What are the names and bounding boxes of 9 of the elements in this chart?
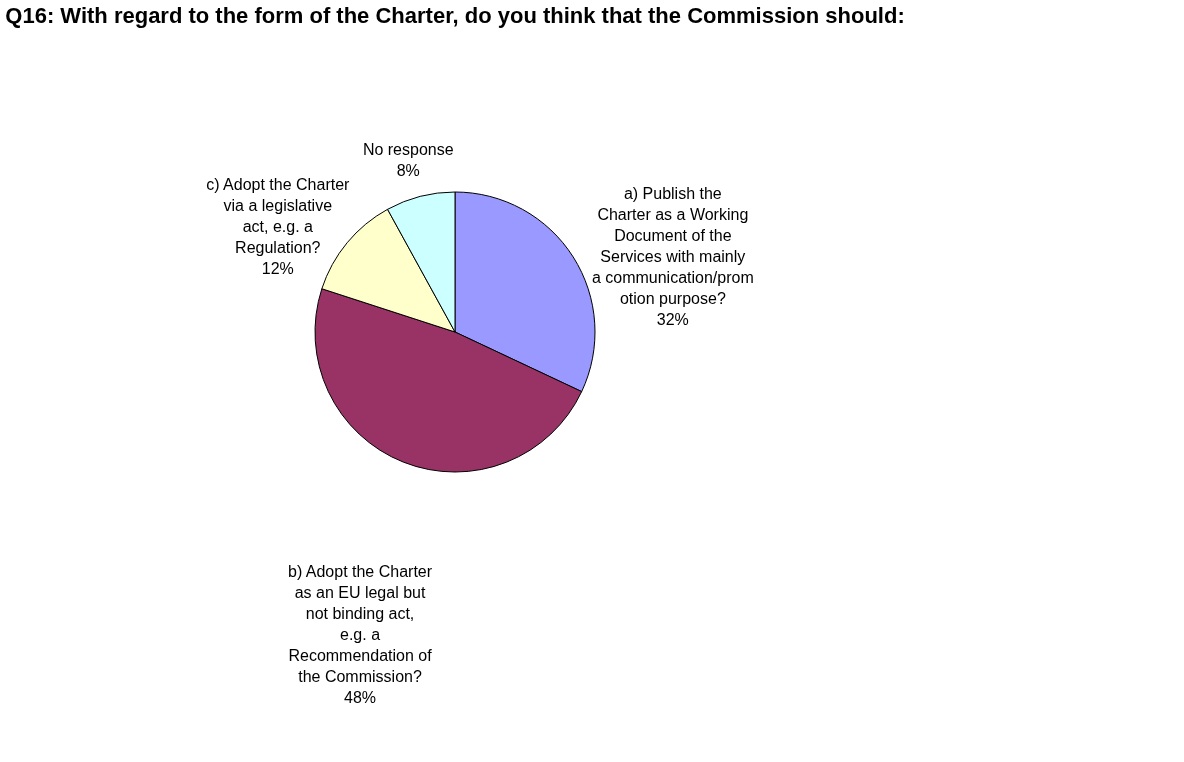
data-label: 48% <box>344 688 377 706</box>
chart-title: Q16: With regard to the form of the Charter, do you think that the Commission should: <box>5 3 905 28</box>
slice-label: No response <box>362 140 454 158</box>
slice-label: c) Adopt the Charter via a legislative act, e.g. a Regulation? <box>206 176 351 257</box>
data-label: 12% <box>261 260 294 278</box>
data-label: 8% <box>396 161 420 179</box>
slice-label: a) Publish the Charter as a Working Document of the Services with mainly a communication/promotion purpose? <box>591 184 754 307</box>
data-label: 32% <box>656 310 689 328</box>
slice-label: b) Adopt the Charter as an EU legal but not binding act, e.g. a Recommendation of the Commission? <box>287 562 433 685</box>
